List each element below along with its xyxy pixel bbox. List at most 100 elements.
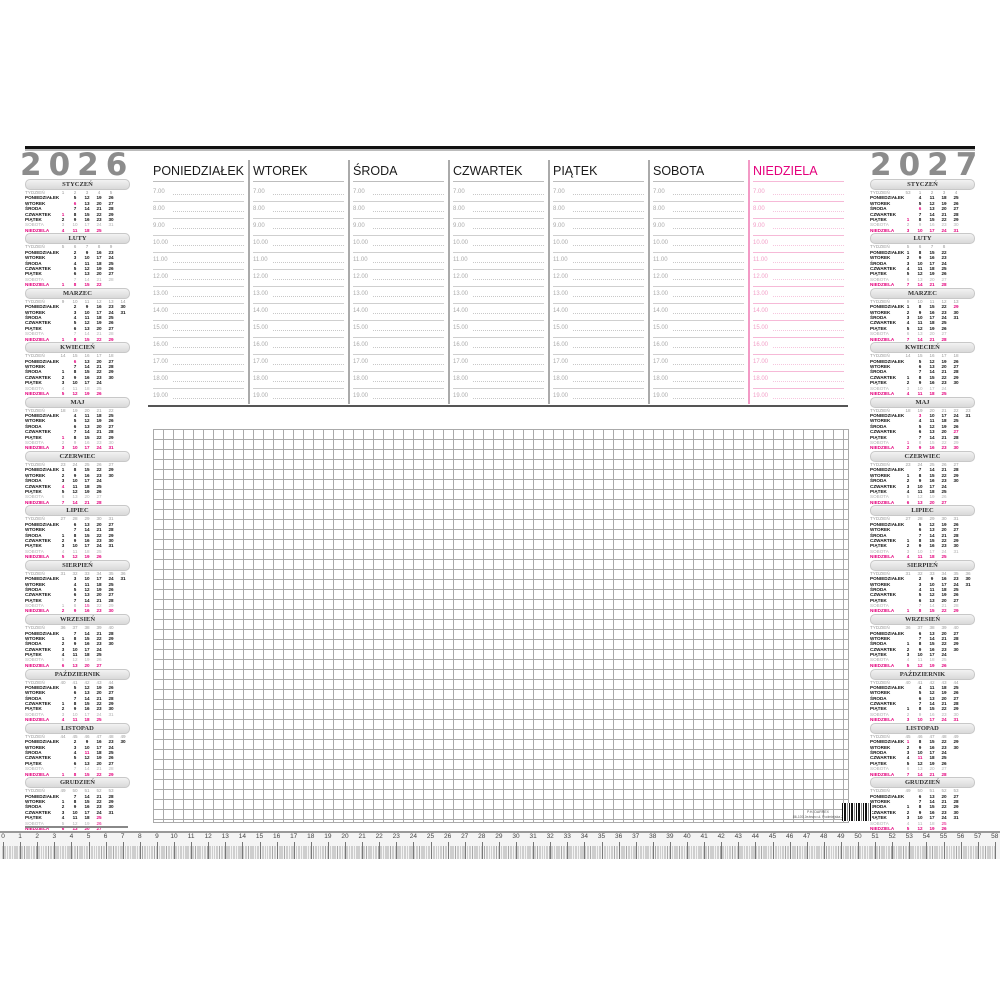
time-slot[interactable]: 18.00 — [353, 376, 444, 393]
time-slot[interactable]: 15.00 — [353, 325, 444, 342]
day-number: 10 — [917, 227, 923, 233]
time-slot[interactable]: 17.00 — [653, 359, 744, 376]
time-slot[interactable]: 11.00 — [153, 257, 244, 274]
time-slot[interactable]: 16.00 — [653, 342, 744, 359]
time-slot[interactable]: 9.00 — [653, 223, 744, 240]
time-slot[interactable]: 14.00 — [353, 308, 444, 325]
time-slot[interactable]: 7.00 — [253, 189, 344, 206]
time-slot[interactable]: 15.00 — [753, 325, 844, 342]
time-slot[interactable]: 12.00 — [553, 274, 644, 291]
time-slot[interactable]: 8.00 — [153, 206, 244, 223]
time-slot[interactable]: 9.00 — [153, 223, 244, 240]
time-slot[interactable]: 10.00 — [153, 240, 244, 257]
notes-grid[interactable] — [153, 429, 849, 823]
time-slot[interactable]: 19.00 — [453, 393, 544, 410]
time-slot[interactable]: 15.00 — [453, 325, 544, 342]
time-slot[interactable]: 19.00 — [553, 393, 644, 410]
weekday-label: ŚRODA — [870, 641, 887, 647]
time-slot[interactable]: 19.00 — [153, 393, 244, 410]
time-slot[interactable]: 8.00 — [453, 206, 544, 223]
time-slot[interactable]: 12.00 — [453, 274, 544, 291]
time-slot[interactable]: 8.00 — [753, 206, 844, 223]
time-slot[interactable]: 18.00 — [453, 376, 544, 393]
time-slot[interactable]: 17.00 — [553, 359, 644, 376]
weekday-row: ŚRODA 2 9 16 23 30 — [870, 478, 975, 483]
time-slot[interactable]: 16.00 — [353, 342, 444, 359]
time-slot[interactable]: 10.00 — [253, 240, 344, 257]
time-slot[interactable]: 14.00 — [453, 308, 544, 325]
time-slot[interactable]: 19.00 — [753, 393, 844, 410]
time-slot[interactable]: 10.00 — [653, 240, 744, 257]
time-slot[interactable]: 9.00 — [253, 223, 344, 240]
dotted-line — [773, 211, 844, 212]
time-slot[interactable]: 14.00 — [753, 308, 844, 325]
time-slot[interactable]: 7.00 — [553, 189, 644, 206]
time-slot[interactable]: 11.00 — [653, 257, 744, 274]
time-slot[interactable]: 13.00 — [653, 291, 744, 308]
time-slot[interactable]: 11.00 — [453, 257, 544, 274]
time-slot[interactable]: 11.00 — [353, 257, 444, 274]
day-number: 9 — [85, 249, 89, 255]
time-slot[interactable]: 14.00 — [653, 308, 744, 325]
time-slot[interactable]: 18.00 — [753, 376, 844, 393]
time-slot[interactable]: 15.00 — [553, 325, 644, 342]
time-slot[interactable]: 10.00 — [353, 240, 444, 257]
time-slot[interactable]: 8.00 — [553, 206, 644, 223]
time-slot[interactable]: 15.00 — [653, 325, 744, 342]
time-slot[interactable]: 16.00 — [153, 342, 244, 359]
time-slot[interactable]: 15.00 — [253, 325, 344, 342]
time-slot[interactable]: 12.00 — [653, 274, 744, 291]
time-slot[interactable]: 10.00 — [753, 240, 844, 257]
day-number: 24 — [941, 750, 947, 756]
time-slot[interactable]: 7.00 — [653, 189, 744, 206]
time-slot[interactable]: 13.00 — [253, 291, 344, 308]
time-slot[interactable]: 12.00 — [753, 274, 844, 291]
time-slot[interactable]: 18.00 — [653, 376, 744, 393]
time-slot[interactable]: 14.00 — [253, 308, 344, 325]
time-slot[interactable]: 19.00 — [353, 393, 444, 410]
time-slot[interactable]: 14.00 — [153, 308, 244, 325]
day-number: 12 — [917, 826, 923, 832]
time-slot[interactable]: 9.00 — [553, 223, 644, 240]
time-slot[interactable]: 13.00 — [553, 291, 644, 308]
time-slot[interactable]: 7.00 — [753, 189, 844, 206]
time-slot[interactable]: 9.00 — [753, 223, 844, 240]
time-slot[interactable]: 7.00 — [153, 189, 244, 206]
time-slot[interactable]: 17.00 — [153, 359, 244, 376]
time-slot[interactable]: 9.00 — [353, 223, 444, 240]
time-slot[interactable]: 13.00 — [753, 291, 844, 308]
time-slot[interactable]: 13.00 — [353, 291, 444, 308]
time-slot[interactable]: 10.00 — [453, 240, 544, 257]
time-slot[interactable]: 18.00 — [153, 376, 244, 393]
time-slot[interactable]: 17.00 — [753, 359, 844, 376]
time-slot[interactable]: 8.00 — [253, 206, 344, 223]
time-slot[interactable]: 16.00 — [553, 342, 644, 359]
time-slot[interactable]: 8.00 — [653, 206, 744, 223]
time-slot[interactable]: 15.00 — [153, 325, 244, 342]
time-slot[interactable]: 9.00 — [453, 223, 544, 240]
time-slot[interactable]: 7.00 — [353, 189, 444, 206]
time-slot[interactable]: 17.00 — [353, 359, 444, 376]
time-slot[interactable]: 17.00 — [453, 359, 544, 376]
time-slot[interactable]: 18.00 — [253, 376, 344, 393]
time-slot[interactable]: 12.00 — [353, 274, 444, 291]
time-slot[interactable]: 16.00 — [453, 342, 544, 359]
time-slot[interactable]: 13.00 — [453, 291, 544, 308]
time-slot[interactable]: 18.00 — [553, 376, 644, 393]
time-slot[interactable]: 14.00 — [553, 308, 644, 325]
time-slot[interactable]: 8.00 — [353, 206, 444, 223]
time-slot[interactable]: 12.00 — [253, 274, 344, 291]
day-number: 27 — [953, 695, 959, 701]
time-slot[interactable]: 13.00 — [153, 291, 244, 308]
time-slot[interactable]: 17.00 — [253, 359, 344, 376]
time-slot[interactable]: 11.00 — [253, 257, 344, 274]
time-slot[interactable]: 11.00 — [553, 257, 644, 274]
time-slot[interactable]: 16.00 — [253, 342, 344, 359]
time-slot[interactable]: 16.00 — [753, 342, 844, 359]
time-slot[interactable]: 11.00 — [753, 257, 844, 274]
time-slot[interactable]: 7.00 — [453, 189, 544, 206]
time-slot[interactable]: 19.00 — [253, 393, 344, 410]
time-slot[interactable]: 19.00 — [653, 393, 744, 410]
time-slot[interactable]: 10.00 — [553, 240, 644, 257]
time-slot[interactable]: 12.00 — [153, 274, 244, 291]
